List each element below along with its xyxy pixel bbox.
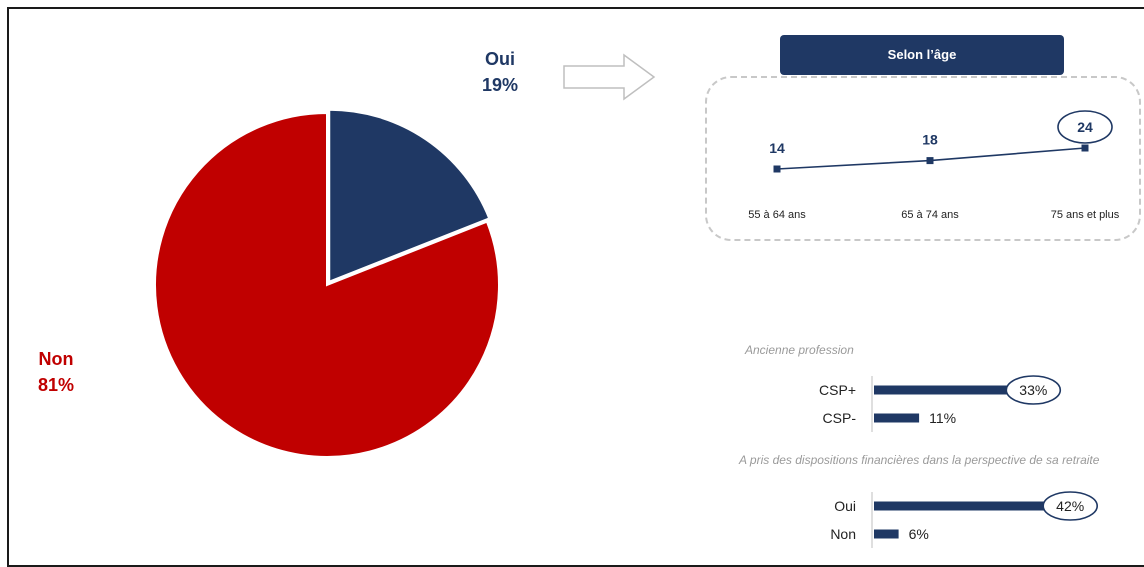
age-highlight-ellipse: [1057, 110, 1113, 144]
age-category-label: 55 à 64 ans: [748, 209, 806, 221]
dispositions-bar: [874, 501, 1047, 511]
profession-value-label: 33%: [1019, 382, 1047, 398]
age-section-header: Selon l’âge: [780, 35, 1064, 75]
age-point: [773, 165, 781, 173]
profession-highlight-ellipse: [1005, 375, 1062, 405]
pie-label-oui-name: Oui: [485, 49, 515, 69]
age-value-label: 18: [922, 132, 938, 148]
dispositions-category-label: Non: [830, 526, 856, 542]
age-chart-box: [705, 76, 1141, 241]
age-point: [926, 157, 934, 165]
age-point: [1081, 144, 1089, 152]
dispositions-value-label: 42%: [1056, 498, 1084, 514]
pie-label-non-name: Non: [38, 349, 74, 369]
profession-value-label: 11%: [929, 410, 956, 426]
pie-label-non-value: 81%: [37, 375, 75, 395]
dispositions-category-label: Oui: [834, 498, 856, 514]
age-value-label: 24: [1077, 119, 1093, 135]
pie-label-non: Non 81%: [25, 346, 87, 398]
pie-label-oui-value: 19%: [481, 75, 519, 95]
age-category-label: 75 ans et plus: [1051, 209, 1120, 221]
dispositions-highlight-ellipse: [1042, 491, 1099, 521]
pie-slice-oui: [328, 108, 491, 284]
profession-bar: [874, 385, 1010, 395]
right-arrow-icon: [563, 53, 656, 101]
age-value-label: 14: [769, 140, 785, 156]
profession-bar-chart: CSP+ 33% CSP- 11%: [819, 375, 1062, 432]
age-line-chart: 14 55 à 64 ans 18 65 à 74 ans 24 75 ans et pl…: [748, 110, 1120, 221]
dispositions-bar-chart: Oui 42% Non 6%: [830, 491, 1099, 548]
profession-bar: [874, 413, 920, 423]
profession-category-label: CSP+: [819, 382, 856, 398]
dispositions-value-label: 6%: [909, 526, 929, 542]
dispositions-bar: [874, 529, 899, 539]
profession-category-label: CSP-: [823, 410, 857, 426]
dispositions-title: A pris des dispositions financières dans…: [739, 453, 1100, 467]
age-category-label: 65 à 74 ans: [901, 209, 959, 221]
pie-label-oui: Oui 19%: [470, 46, 530, 98]
pie-slice-non: [154, 111, 500, 458]
profession-title: Ancienne profession: [745, 343, 854, 357]
